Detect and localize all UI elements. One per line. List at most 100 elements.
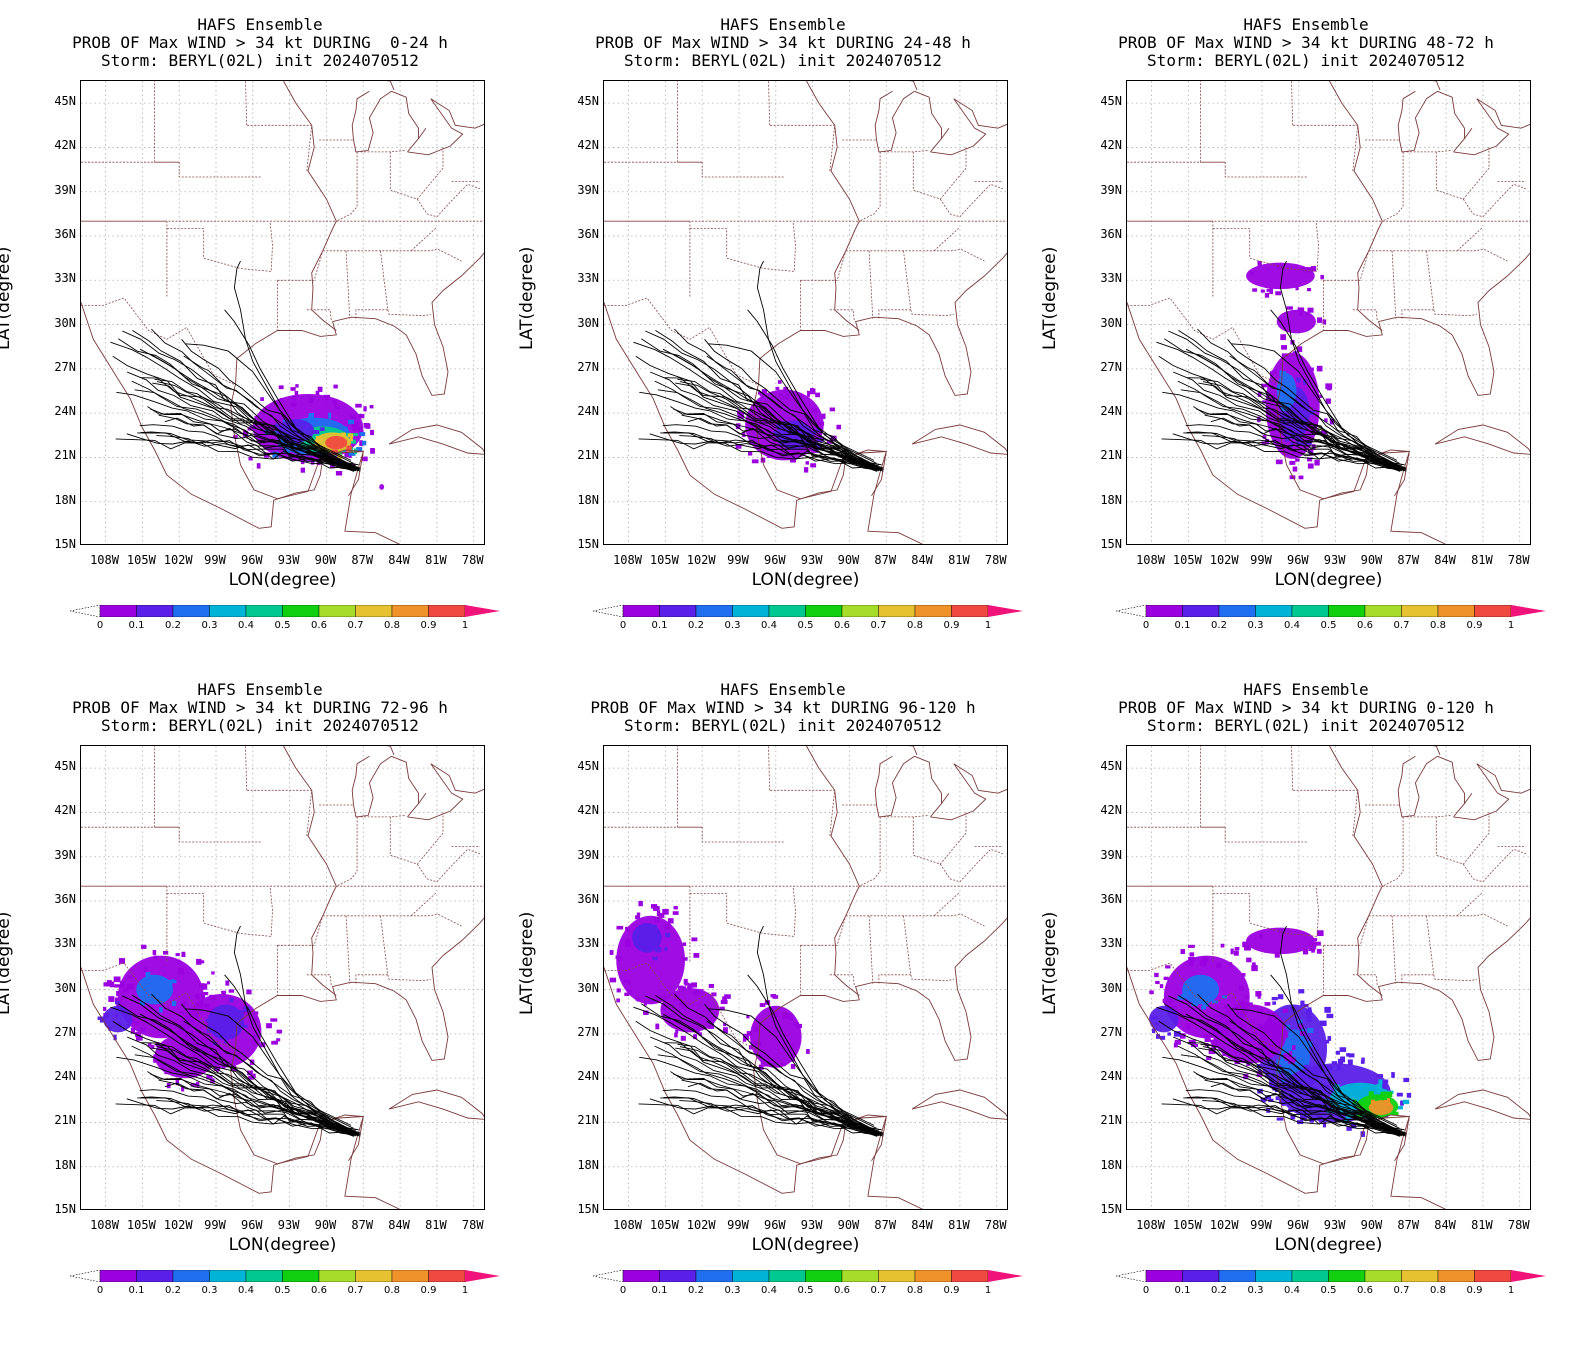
swath-cell xyxy=(198,1003,203,1008)
swath-cell xyxy=(638,900,643,907)
swath-cell xyxy=(792,1022,800,1026)
storm-track xyxy=(1231,1008,1398,1131)
swath-cell xyxy=(664,946,668,951)
swath-cell xyxy=(1266,288,1271,292)
swath-cell xyxy=(251,1073,256,1079)
swath-cell xyxy=(1256,1056,1262,1063)
swath-cell xyxy=(352,426,358,431)
swath-cell xyxy=(1180,949,1186,954)
swath-cell xyxy=(177,959,181,965)
colorbar-overflow xyxy=(465,1270,500,1282)
swath-cell xyxy=(742,432,746,437)
swath-cell xyxy=(119,1006,124,1011)
colorbar-label: 0.2 xyxy=(165,1285,181,1296)
coastlines xyxy=(604,81,1007,544)
swath-cell xyxy=(1307,307,1314,313)
swath-cell xyxy=(1283,431,1287,436)
swath-cell xyxy=(253,1034,257,1040)
colorbar-bin xyxy=(1474,605,1512,617)
title-line: Storm: BERYL(02L) init 2024070512 xyxy=(1147,51,1465,70)
storm-track xyxy=(662,424,881,468)
swath-cell xyxy=(1347,1059,1353,1066)
swath-cell xyxy=(317,386,323,392)
storm-track xyxy=(1164,1003,1403,1136)
storm-track xyxy=(181,1004,358,1134)
storm-track xyxy=(112,355,357,472)
swath-cell xyxy=(168,983,173,988)
swath-cell xyxy=(1352,1099,1357,1104)
swath-cell xyxy=(1212,1000,1219,1004)
swath-cell xyxy=(279,397,284,402)
swath-cell xyxy=(315,390,320,395)
map-canvas xyxy=(81,746,484,1209)
swath-cell xyxy=(350,415,357,420)
swath-cell xyxy=(358,413,365,419)
colorbar-overflow xyxy=(988,605,1023,617)
swath-cell xyxy=(211,971,215,975)
storm-track xyxy=(662,1089,881,1133)
ensemble-tracks xyxy=(1156,260,1407,472)
lon-tick-label: 87W xyxy=(874,553,897,567)
swath-cell xyxy=(1386,1098,1391,1102)
lat-tick-label: 33N xyxy=(577,936,599,951)
storm-track xyxy=(1162,1056,1401,1136)
swath-cell xyxy=(1292,449,1298,456)
map-canvas xyxy=(604,81,1007,544)
lon-tick-label: 81W xyxy=(1471,1218,1493,1232)
colorbar-bin xyxy=(951,1270,989,1282)
storm-track xyxy=(1197,328,1402,469)
colorbar-label: 0 xyxy=(1142,620,1150,631)
swath-cell xyxy=(1307,367,1314,371)
lat-tick-label: 33N xyxy=(54,936,76,951)
lon-tick-label: 105W xyxy=(649,1218,679,1232)
map-canvas xyxy=(1127,81,1530,544)
colorbar-bin xyxy=(282,605,320,617)
colorbar-label: 0.5 xyxy=(274,1285,291,1296)
swath-cell xyxy=(1220,943,1225,948)
swath-cell xyxy=(203,1004,210,1008)
swath-cell xyxy=(333,384,338,389)
swath-cell xyxy=(1380,1091,1388,1097)
swath-cell xyxy=(348,452,356,456)
lat-tick-label: 42N xyxy=(54,138,76,153)
colorbar-bin xyxy=(1364,605,1402,617)
storm-track xyxy=(704,1004,881,1134)
swath-cell xyxy=(1325,383,1333,389)
ensemble-tracks xyxy=(1156,925,1407,1137)
swath-cell xyxy=(616,998,620,1003)
swath-cell xyxy=(682,942,687,947)
colorbar-label: 0.9 xyxy=(1466,1285,1483,1296)
swath-cell xyxy=(1292,351,1298,356)
swath-cell xyxy=(1201,1005,1207,1010)
lat-tick-label: 27N xyxy=(54,1024,76,1039)
swath-cell xyxy=(126,984,134,989)
swath-cell xyxy=(1297,1030,1301,1035)
lat-tick-label: 36N xyxy=(577,892,599,906)
colorbar-underflow xyxy=(70,605,101,617)
swath-cell xyxy=(135,1035,143,1041)
map-area xyxy=(603,745,1008,1210)
storm-track xyxy=(649,433,884,472)
swath-cell xyxy=(120,993,125,998)
colorbar-bin xyxy=(245,605,283,617)
swath-cell xyxy=(659,994,665,1001)
swath-cell xyxy=(1257,994,1261,999)
storm-track xyxy=(1270,974,1398,1126)
colorbar-bin xyxy=(391,605,429,617)
colorbar-bin xyxy=(768,605,806,617)
swath-cell xyxy=(116,990,120,997)
storm-track xyxy=(141,1042,360,1134)
swath-cell xyxy=(365,423,371,429)
storm-track xyxy=(756,260,877,464)
storm-track xyxy=(112,1020,357,1137)
swath-cell xyxy=(688,983,694,988)
swath-cell xyxy=(781,421,788,426)
colorbar-label: 0 xyxy=(96,620,104,631)
storm-track xyxy=(1162,391,1401,471)
colorbar-label: 0.6 xyxy=(1357,620,1373,631)
colorbar-label: 0.8 xyxy=(1430,1285,1446,1296)
lon-tick-label: 102W xyxy=(686,1218,716,1232)
swath-cell xyxy=(260,397,264,401)
colorbar xyxy=(1116,1270,1546,1282)
lon-tick-label: 102W xyxy=(686,553,716,567)
